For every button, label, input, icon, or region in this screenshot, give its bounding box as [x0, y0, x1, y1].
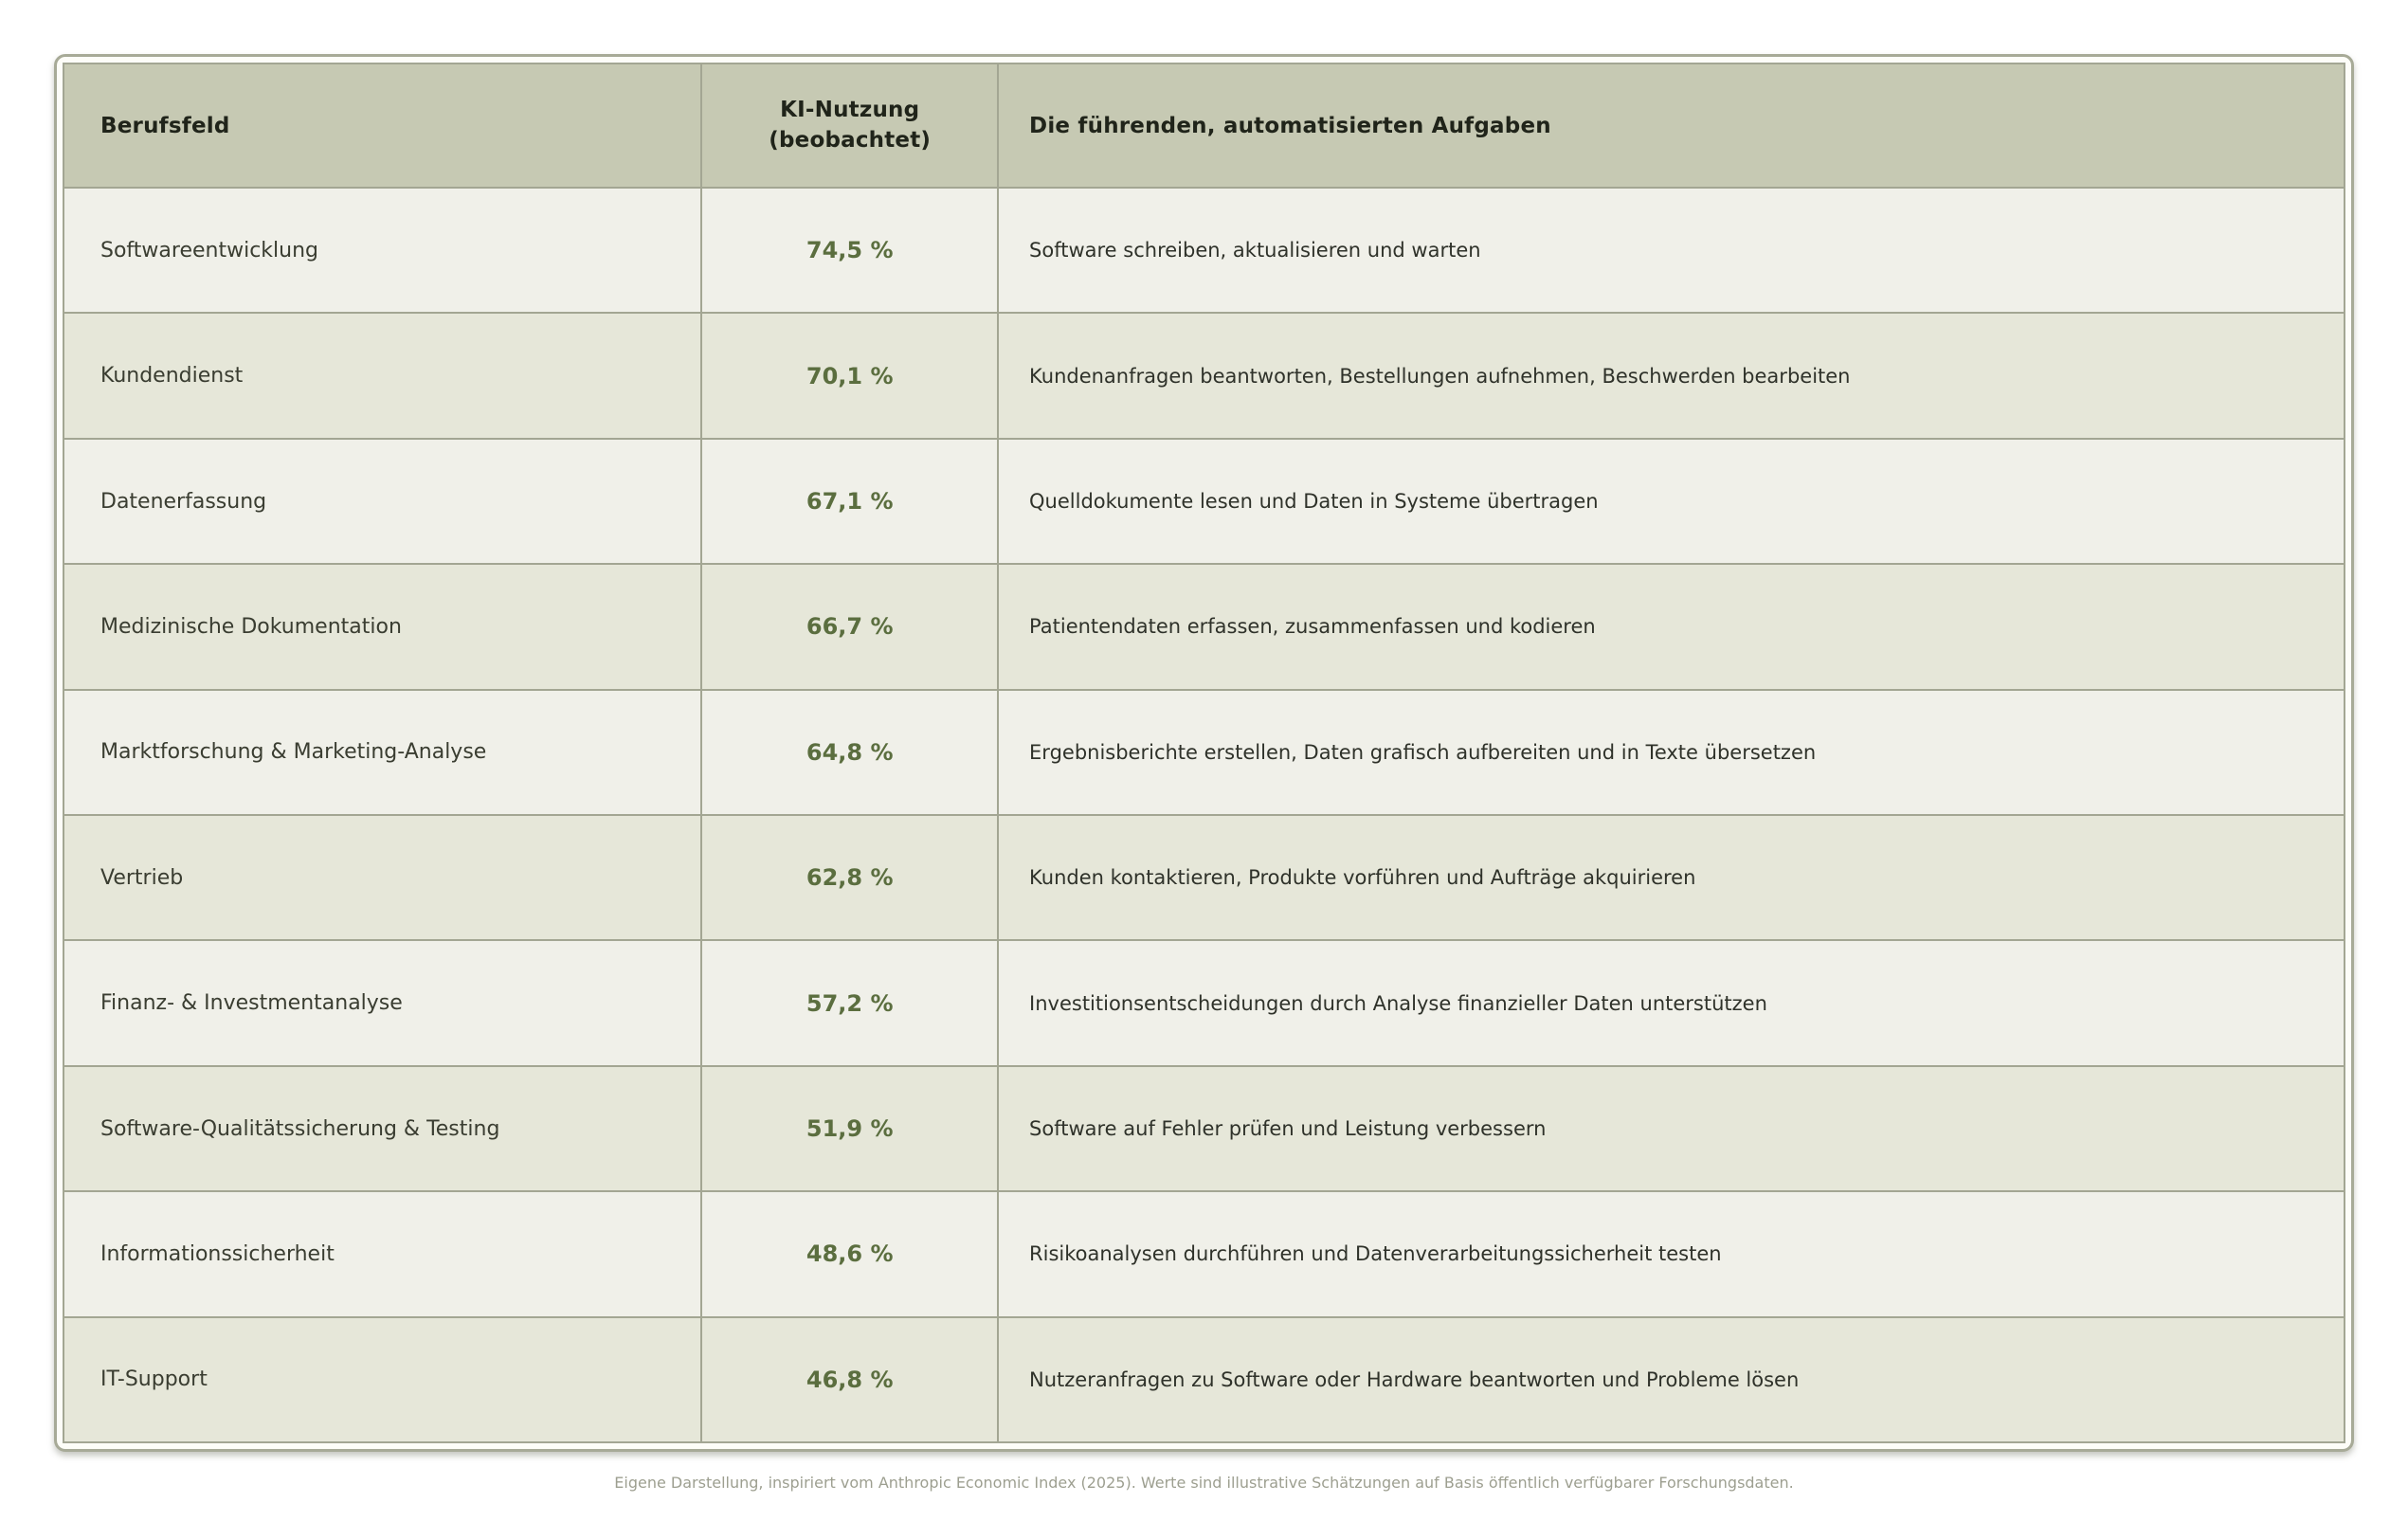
- ki-nutzung-cell: 62,8 %: [702, 816, 1000, 940]
- berufsfeld-cell: Finanz- & Investmentanalyse: [64, 941, 703, 1065]
- table-row: Datenerfassung 67,1 % Quelldokumente les…: [64, 437, 2344, 564]
- aufgaben-cell: Ergebnisberichte erstellen, Daten grafis…: [1029, 740, 1817, 764]
- aufgaben-cell: Software auf Fehler prüfen und Leistung …: [1029, 1117, 1547, 1141]
- table-row: Kundendienst 70,1 % Kundenanfragen beant…: [64, 312, 2344, 438]
- header-aufgaben: Die führenden, automatisierten Aufgaben: [1029, 113, 1551, 138]
- berufsfeld-cell: Softwareentwicklung: [64, 189, 703, 313]
- table-row: Marktforschung & Marketing-Analyse 64,8 …: [64, 688, 2344, 815]
- table-row: Medizinische Dokumentation 66,7 % Patien…: [64, 563, 2344, 689]
- ki-nutzung-cell: 51,9 %: [702, 1066, 1000, 1191]
- ki-nutzung-cell: 48,6 %: [702, 1192, 1000, 1316]
- berufsfeld-cell: Medizinische Dokumentation: [64, 565, 703, 689]
- source-caption: Eigene Darstellung, inspiriert vom Anthr…: [614, 1474, 1794, 1492]
- berufsfeld-cell: Vertrieb: [64, 816, 703, 940]
- aufgaben-cell: Nutzeranfragen zu Software oder Hardware…: [1029, 1367, 1800, 1391]
- aufgaben-cell: Patientendaten erfassen, zusammenfassen …: [1029, 615, 1596, 639]
- berufsfeld-cell: IT-Support: [64, 1317, 703, 1442]
- ai-usage-table-card: Berufsfeld KI-Nutzung (beobachtet) Die f…: [54, 54, 2354, 1452]
- berufsfeld-cell: Informationssicherheit: [64, 1192, 703, 1316]
- berufsfeld-cell: Datenerfassung: [64, 439, 703, 564]
- berufsfeld-cell: Marktforschung & Marketing-Analyse: [64, 690, 703, 815]
- aufgaben-cell: Risikoanalysen durchführen und Datenvera…: [1029, 1242, 1722, 1266]
- ki-nutzung-cell: 70,1 %: [702, 314, 1000, 438]
- ki-nutzung-cell: 57,2 %: [702, 941, 1000, 1065]
- aufgaben-cell: Kunden kontaktieren, Produkte vorführen …: [1029, 866, 1696, 890]
- aufgaben-cell: Software schreiben, aktualisieren und wa…: [1029, 239, 1481, 263]
- ai-usage-table: Berufsfeld KI-Nutzung (beobachtet) Die f…: [63, 63, 2345, 1443]
- ki-nutzung-cell: 74,5 %: [702, 189, 1000, 313]
- berufsfeld-cell: Software-Qualitätssicherung & Testing: [64, 1066, 703, 1191]
- table-row: Informationssicherheit 48,6 % Risikoanal…: [64, 1190, 2344, 1316]
- table-row: Finanz- & Investmentanalyse 57,2 % Inves…: [64, 939, 2344, 1065]
- header-ki-nutzung: KI-Nutzung (beobachtet): [702, 64, 1000, 187]
- ki-nutzung-cell: 66,7 %: [702, 565, 1000, 689]
- table-header-row: Berufsfeld KI-Nutzung (beobachtet) Die f…: [64, 64, 2344, 187]
- table-row: Softwareentwicklung 74,5 % Software schr…: [64, 187, 2344, 313]
- ki-nutzung-cell: 46,8 %: [702, 1317, 1000, 1442]
- berufsfeld-cell: Kundendienst: [64, 314, 703, 438]
- ki-nutzung-cell: 67,1 %: [702, 439, 1000, 564]
- table-row: Vertrieb 62,8 % Kunden kontaktieren, Pro…: [64, 814, 2344, 940]
- aufgaben-cell: Quelldokumente lesen und Daten in System…: [1029, 490, 1599, 514]
- ki-nutzung-cell: 64,8 %: [702, 690, 1000, 815]
- table-row: Software-Qualitätssicherung & Testing 51…: [64, 1064, 2344, 1191]
- aufgaben-cell: Investitionsentscheidungen durch Analyse…: [1029, 991, 1767, 1015]
- header-berufsfeld: Berufsfeld: [64, 64, 703, 187]
- aufgaben-cell: Kundenanfragen beantworten, Bestellungen…: [1029, 364, 1851, 388]
- table-row: IT-Support 46,8 % Nutzeranfragen zu Soft…: [64, 1315, 2344, 1442]
